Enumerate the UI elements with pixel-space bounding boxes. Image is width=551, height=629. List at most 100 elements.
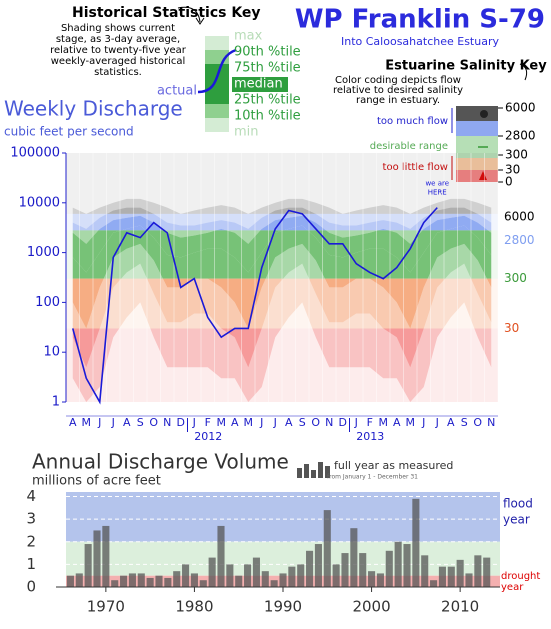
y-axis-label: cubic feet per second [4, 125, 134, 139]
zone-threshold-label: 6000 [504, 209, 535, 223]
x-tick-label: J [192, 416, 196, 429]
bar [93, 530, 101, 587]
stats-key-text: weekly-averaged historical [51, 56, 186, 67]
year-label: 2013 [356, 430, 384, 443]
x-tick-label: M [244, 416, 254, 429]
key-arrow [177, 6, 201, 23]
chart-title: Annual Discharge Volume [32, 450, 289, 474]
x-tick-label: D [177, 416, 185, 429]
bar [430, 580, 438, 587]
key-band [205, 64, 229, 104]
x-tick-label: M [406, 416, 416, 429]
key-zone [456, 121, 498, 136]
x-tick-label: J [354, 416, 358, 429]
x-tick-label: M [379, 416, 389, 429]
bar [226, 564, 234, 587]
x-tick-label: 1970 [87, 598, 125, 616]
bar [403, 544, 411, 587]
x-tick-label: A [123, 416, 131, 429]
bar [465, 573, 473, 587]
year-label: 2012 [194, 430, 222, 443]
bar [270, 580, 278, 587]
x-tick-label: 2010 [441, 598, 479, 616]
legend-icon [304, 464, 309, 478]
salinity-zone-label: desirable range [370, 141, 448, 152]
x-tick-label: N [325, 416, 333, 429]
bar [279, 573, 287, 587]
key-arrow [519, 63, 528, 81]
x-tick-label: M [82, 416, 92, 429]
main-subtitle: Into Caloosahatchee Estuary [341, 35, 499, 48]
bar [137, 573, 145, 587]
bar [483, 557, 491, 587]
percentile-band [72, 213, 492, 231]
x-tick-label: N [487, 416, 495, 429]
stats-key-label: 25th %tile [234, 93, 301, 108]
bar [199, 580, 207, 587]
key-zone [456, 136, 498, 158]
salinity-key-threshold: 2800 [505, 129, 536, 143]
y-tick-label: 0 [26, 578, 36, 596]
bar [128, 573, 136, 587]
annotation: HERE [428, 189, 447, 197]
bar [217, 525, 225, 587]
annotation: we are [425, 180, 449, 188]
y-tick-label: 4 [26, 487, 36, 505]
y-tick-label: 10000 [19, 195, 60, 210]
y-tick-label: 100 [35, 295, 60, 310]
salinity-key-graphic [451, 106, 498, 182]
stats-key-text: stage, as 3-day average, [56, 34, 180, 45]
bar [341, 553, 349, 587]
x-tick-label: A [447, 416, 455, 429]
salinity-key-text: relative to desired salinity [333, 85, 463, 96]
percentile-band [98, 215, 488, 231]
key-icon [478, 146, 488, 148]
bar [332, 564, 340, 587]
bar [155, 575, 163, 587]
stats-key-label: 10th %tile [234, 109, 301, 124]
legend-icon [311, 470, 316, 478]
bar [438, 566, 446, 587]
x-tick-label: S [461, 416, 468, 429]
salinity-key-text: range in estuary. [356, 95, 440, 106]
y-tick-label: 3 [26, 510, 36, 528]
discharge-line [71, 207, 438, 405]
key-arrow-head [195, 17, 205, 25]
bar [261, 571, 269, 587]
salinity-key-threshold: 6000 [505, 101, 536, 115]
y-tick-label: 2 [26, 532, 36, 550]
salinity-key-threshold: 30 [505, 163, 520, 177]
y-tick-label: 1 [26, 555, 36, 573]
bar [376, 573, 384, 587]
x-tick-label: J [421, 416, 425, 429]
percentile-band [72, 213, 492, 229]
x-tick-label: S [137, 416, 144, 429]
x-tick-label: F [205, 416, 211, 429]
legend-label: full year as measured [334, 459, 453, 472]
zone-threshold-label: 300 [504, 271, 527, 285]
percentile-band [72, 328, 424, 368]
stats-key-label: max [234, 29, 263, 44]
x-tick-label: 1980 [175, 598, 213, 616]
y-tick-label: 10 [43, 345, 60, 360]
x-tick-label: J [273, 416, 277, 429]
drought-label: year [501, 582, 524, 593]
flood-label: flood [503, 497, 533, 511]
stats-key-label: 90th %tile [234, 45, 301, 60]
bar [173, 571, 181, 587]
bar [306, 550, 314, 587]
percentile-band [72, 230, 492, 244]
bar [474, 555, 482, 587]
bar [120, 575, 128, 587]
x-tick-label: O [149, 416, 158, 429]
x-tick-label: A [285, 416, 293, 429]
legend-note: from January 1 - December 31 [327, 474, 418, 481]
percentile-band [72, 278, 492, 329]
salinity-zone-label: too much flow [377, 116, 448, 127]
bar [235, 575, 243, 587]
bar [412, 498, 420, 587]
bar [146, 577, 154, 587]
bar [368, 571, 376, 587]
x-tick-label: A [231, 416, 239, 429]
